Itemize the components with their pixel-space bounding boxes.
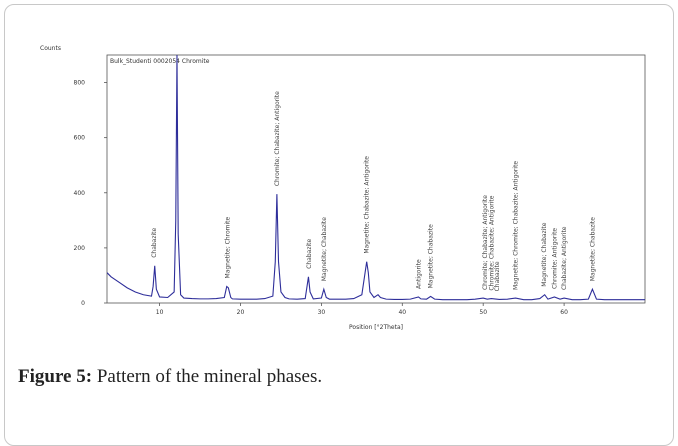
x-tick-label: 30 <box>318 309 326 316</box>
peak-annotation: Magnetite; Chromite <box>225 216 232 278</box>
peak-annotation: Magnetite; Chabazite <box>589 217 596 281</box>
x-tick-label: 20 <box>237 309 245 316</box>
plot-frame <box>106 54 646 304</box>
page: {"chart_data":{"type":"line","y_label":"… <box>4 4 674 446</box>
x-tick-label: 10 <box>156 309 164 316</box>
x-axis-label: Position [°2Theta] <box>349 324 403 331</box>
peak-annotation: Chromite; Antigorite <box>551 228 558 289</box>
x-tick-label: 60 <box>560 309 568 316</box>
peak-annotation: Chromite; Chabazite; Antigorite <box>482 195 489 290</box>
y-tick-label: 800 <box>74 80 86 87</box>
peak-annotation: Chromite; Chabazite; Antigorite <box>488 195 495 290</box>
peak-annotation: Chromite; Chabazite; Antigorite <box>274 91 281 186</box>
peak-annotation: Chabazite <box>151 227 158 257</box>
y-axis-label: Counts <box>40 45 61 52</box>
y-tick-label: 200 <box>74 245 86 252</box>
x-tick-label: 40 <box>398 309 406 316</box>
peak-annotation: Magnetite; Chabazite <box>541 222 548 286</box>
peak-annotation: Magnetite; Chabazite <box>321 217 328 281</box>
peak-annotation: Chabazite; Antigorite <box>561 226 568 290</box>
peak-annotation: Chabazite <box>306 238 313 268</box>
caption-text: Pattern of the mineral phases. <box>96 366 323 387</box>
y-tick-label: 0 <box>81 300 85 307</box>
peak-annotation: Magnetite; Chabazite; Antigorite <box>364 156 371 254</box>
y-tick-label: 400 <box>74 190 86 197</box>
y-tick-label: 600 <box>74 135 86 142</box>
peak-annotation: Magnetite; Chromite; Chabazite; Antigori… <box>513 161 520 290</box>
caption: Figure 5: Pattern of the mineral phases. <box>18 366 322 388</box>
x-tick-label: 50 <box>479 309 487 316</box>
spectrum-line <box>107 55 645 301</box>
peak-annotation: Antigorite <box>415 259 422 289</box>
inner-label: Bulk_Studenti 0002054 Chromite <box>110 58 210 65</box>
peak-annotation: Magnetite; Chabazite <box>428 224 435 288</box>
peak-annotation: Chabazite <box>494 261 501 291</box>
caption-label: Figure 5: <box>18 366 93 387</box>
chart: Counts Bulk_Studenti 0002054 Chromite Po… <box>40 45 646 331</box>
